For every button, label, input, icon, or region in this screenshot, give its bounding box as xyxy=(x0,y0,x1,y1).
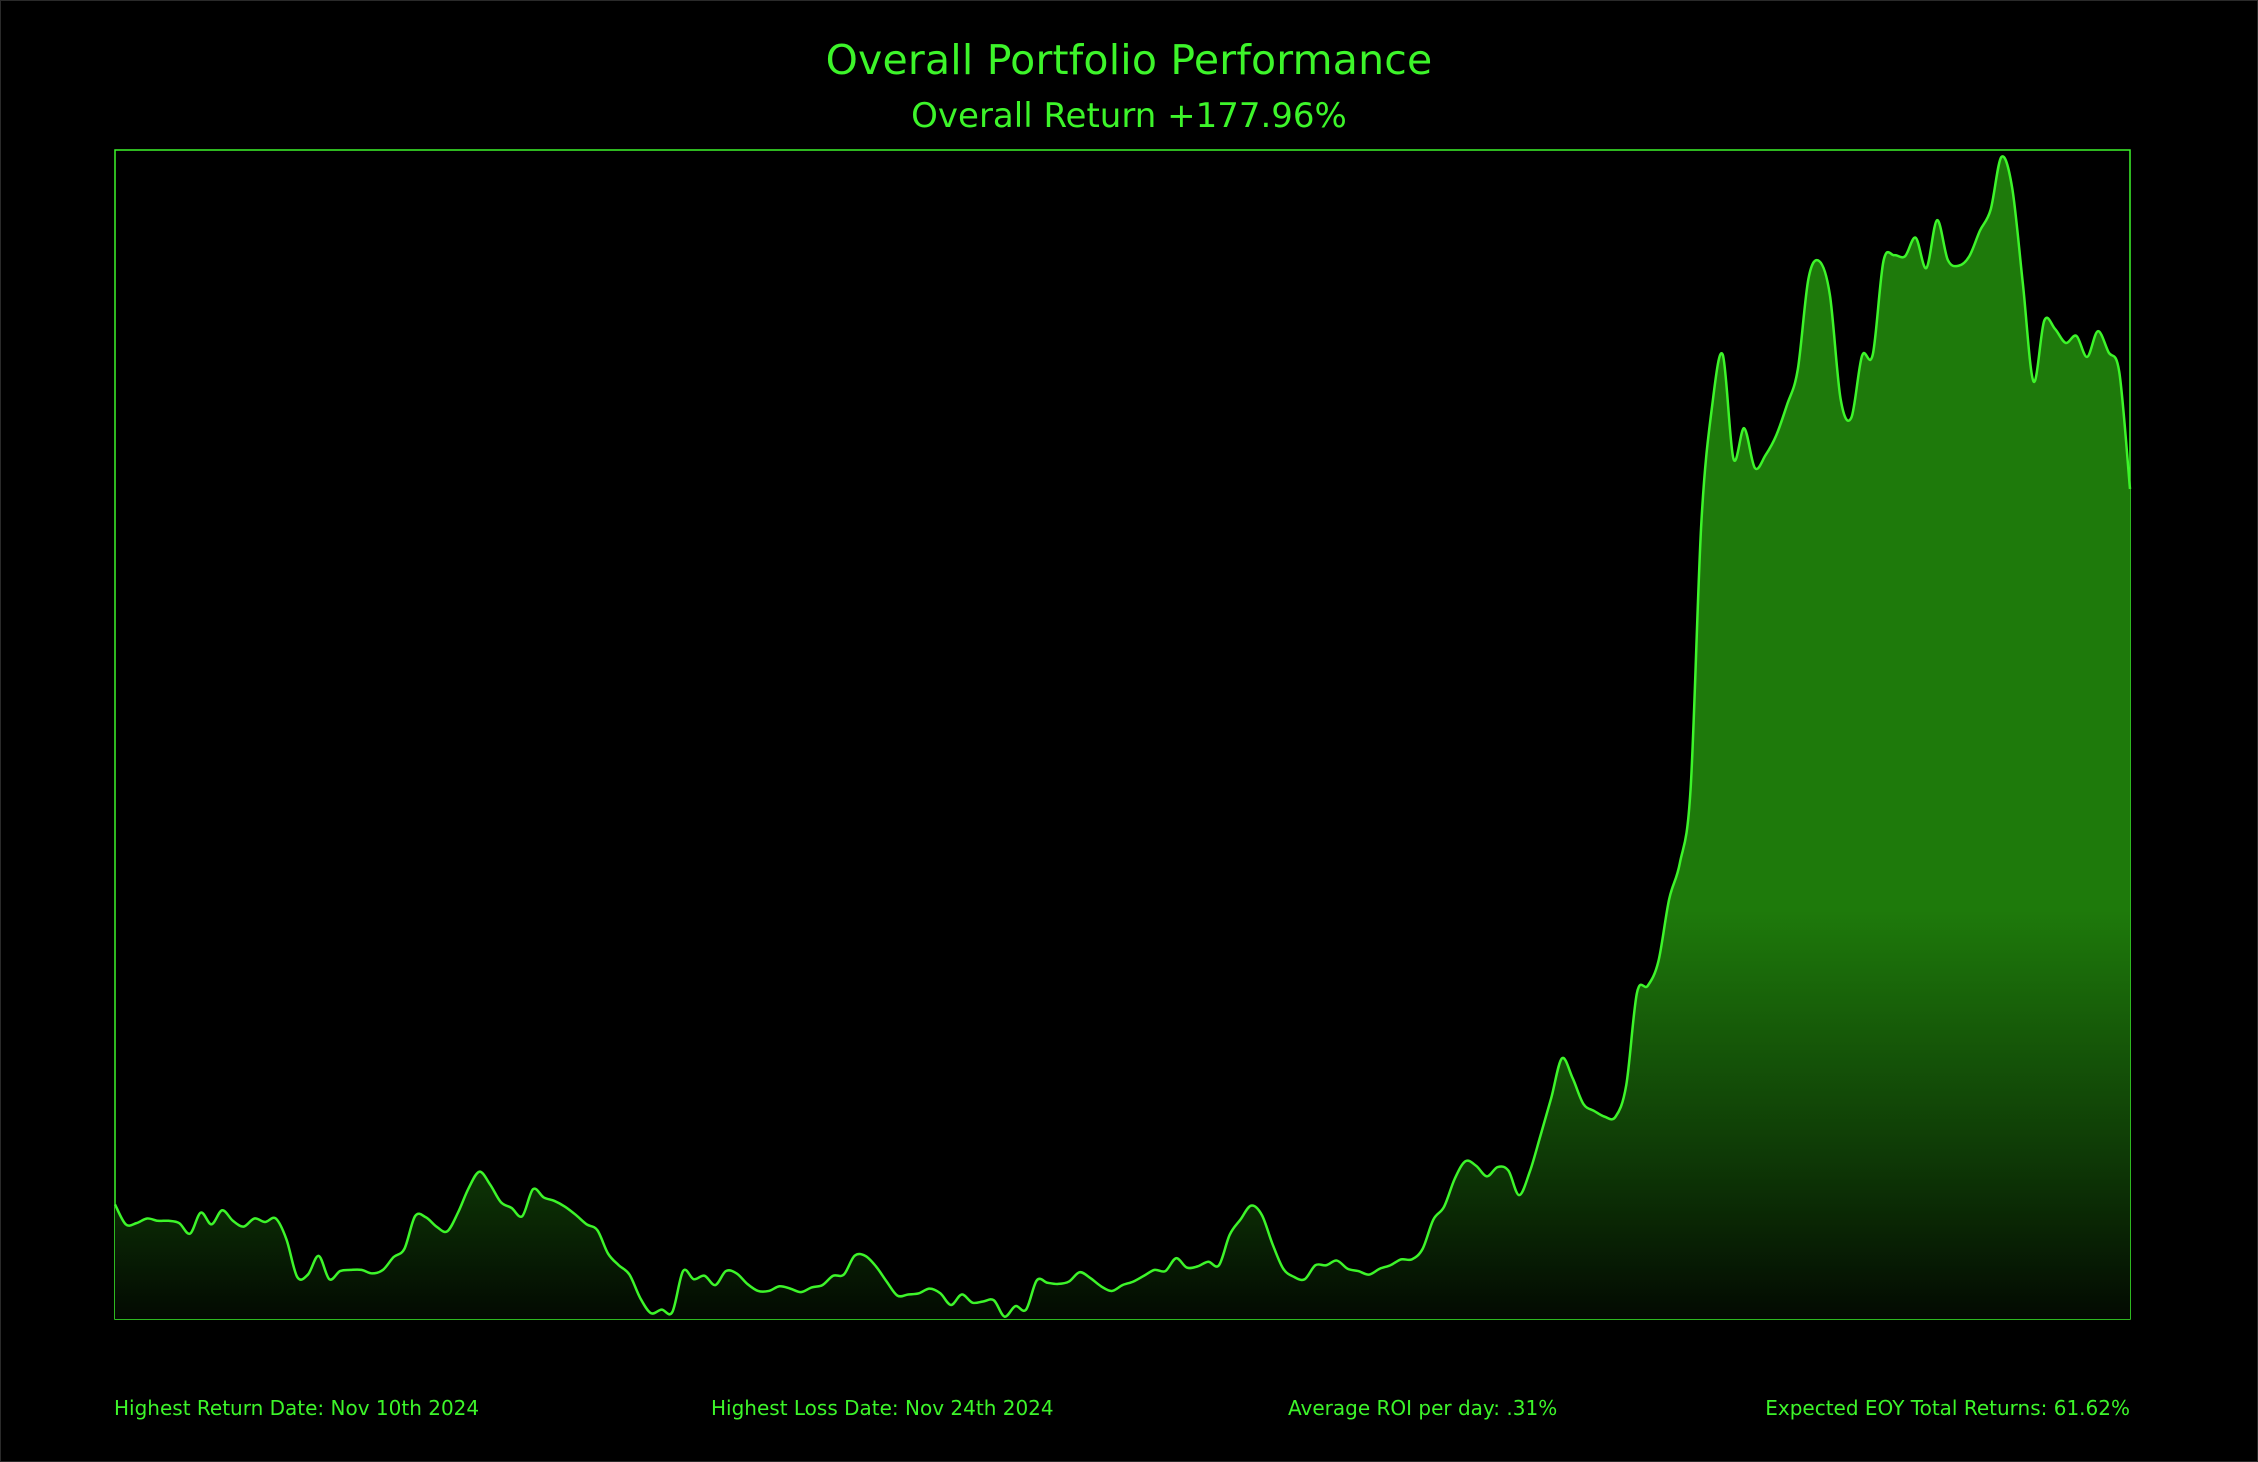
highest-loss-date: Highest Loss Date: Nov 24th 2024 xyxy=(711,1396,1054,1420)
series-line xyxy=(113,155,2132,1318)
series-area-fill xyxy=(115,156,2130,1320)
chart-subtitle: Overall Return +177.96% xyxy=(911,96,1347,136)
highest-return-date: Highest Return Date: Nov 10th 2024 xyxy=(114,1396,480,1420)
expected-eoy-returns: Expected EOY Total Returns: 61.62% xyxy=(1765,1396,2130,1420)
average-roi-per-day: Average ROI per day: .31% xyxy=(1288,1396,1558,1420)
chart-title: Overall Portfolio Performance xyxy=(825,36,1433,84)
